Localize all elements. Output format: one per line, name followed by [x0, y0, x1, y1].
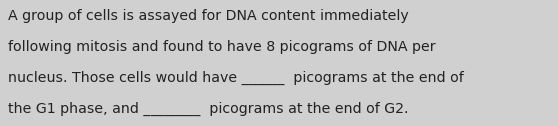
Text: the G1 phase, and ________  picograms at the end of G2.: the G1 phase, and ________ picograms at … [8, 101, 409, 116]
Text: nucleus. Those cells would have ______  picograms at the end of: nucleus. Those cells would have ______ p… [8, 71, 464, 85]
Text: following mitosis and found to have 8 picograms of DNA per: following mitosis and found to have 8 pi… [8, 40, 436, 54]
Text: A group of cells is assayed for DNA content immediately: A group of cells is assayed for DNA cont… [8, 9, 409, 23]
